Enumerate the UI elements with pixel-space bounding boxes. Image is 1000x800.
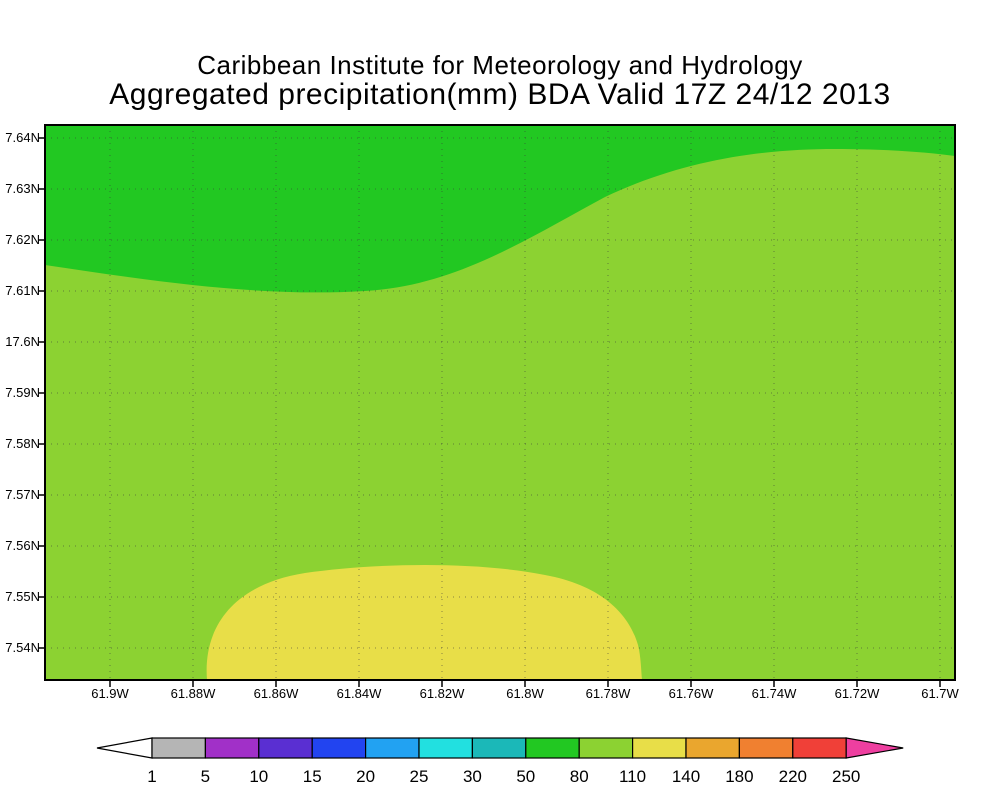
colorbar-boundary-label: 5 [201,767,210,786]
colorbar-segment [258,737,313,759]
colorbar-segment [418,737,474,759]
y-tick-label: 7.64N [5,130,40,145]
precipitation-colorbar: 1 5 10 15 20 25 30 50 80 110 140 180 220 250 [96,737,904,786]
colorbar-boundary-label: 80 [570,767,589,786]
map-canvas [38,124,956,687]
grid-lines [45,125,955,680]
y-tick-label: 17.6N [5,334,40,349]
colorbar-segment [204,737,260,759]
colorbar-boundary-label: 220 [779,767,807,786]
colorbar-over-arrow [845,737,904,759]
colorbar-segment [631,737,687,759]
colorbar-boundary-label: 110 [619,767,646,786]
x-tick-label: 61.7W [921,686,959,701]
y-tick-label: 7.62N [5,232,40,247]
x-tick-label: 61.84W [336,686,382,701]
plot-frame [44,124,956,681]
x-tick-label: 61.88W [170,686,216,701]
colorbar-boundary-label: 30 [463,767,482,786]
map-plot-area [38,124,956,687]
x-tick-label: 61.74W [751,686,797,701]
y-tick-label: 7.54N [5,640,40,655]
colorbar-segment [525,737,580,759]
y-tick-label: 7.55N [5,589,40,604]
y-tick-label: 7.58N [5,436,40,451]
colorbar-boundary-label: 1 [147,767,156,786]
colorbar-segment [738,737,794,759]
y-tick-label: 7.57N [5,487,40,502]
colorbar-boundary-label: 140 [672,767,700,786]
y-tick-label: 7.61N [5,283,40,298]
x-tick-label: 61.9W [91,686,129,701]
institute-title: Caribbean Institute for Meteorology and … [197,50,803,80]
colorbar-under-arrow [96,737,153,759]
x-tick-label: 61.8W [506,686,544,701]
colorbar-boundary-label: 25 [410,767,429,786]
map-region-50-80mm [45,125,955,293]
x-tick-label: 61.72W [834,686,880,701]
colorbar-boundary-label: 250 [832,767,860,786]
y-tick-label: 7.63N [5,181,40,196]
colorbar-segment [151,737,207,759]
colorbar-segment [685,737,741,759]
colorbar-segment [578,737,634,759]
colorbar-segment [311,737,367,759]
x-tick-label: 61.76W [668,686,714,701]
x-tick-label: 61.82W [419,686,465,701]
map-region-110-140mm [206,565,642,680]
colorbar-boundary-label: 180 [725,767,753,786]
colorbar-boundary-label: 10 [249,767,268,786]
colorbar-segment [792,737,847,759]
colorbar-boundary-label: 50 [516,767,535,786]
colorbar-segment [365,737,420,759]
colorbar-segment [471,737,527,759]
colorbar-boundary-label: 20 [356,767,375,786]
chart-title: Aggregated precipitation(mm) BDA Valid 1… [109,78,891,111]
colorbar-boundary-label: 15 [303,767,322,786]
axis-tick-marks [38,137,941,687]
x-tick-label: 61.78W [585,686,631,701]
y-tick-label: 7.56N [5,538,40,553]
y-tick-label: 7.59N [5,385,40,400]
x-tick-label: 61.86W [253,686,299,701]
